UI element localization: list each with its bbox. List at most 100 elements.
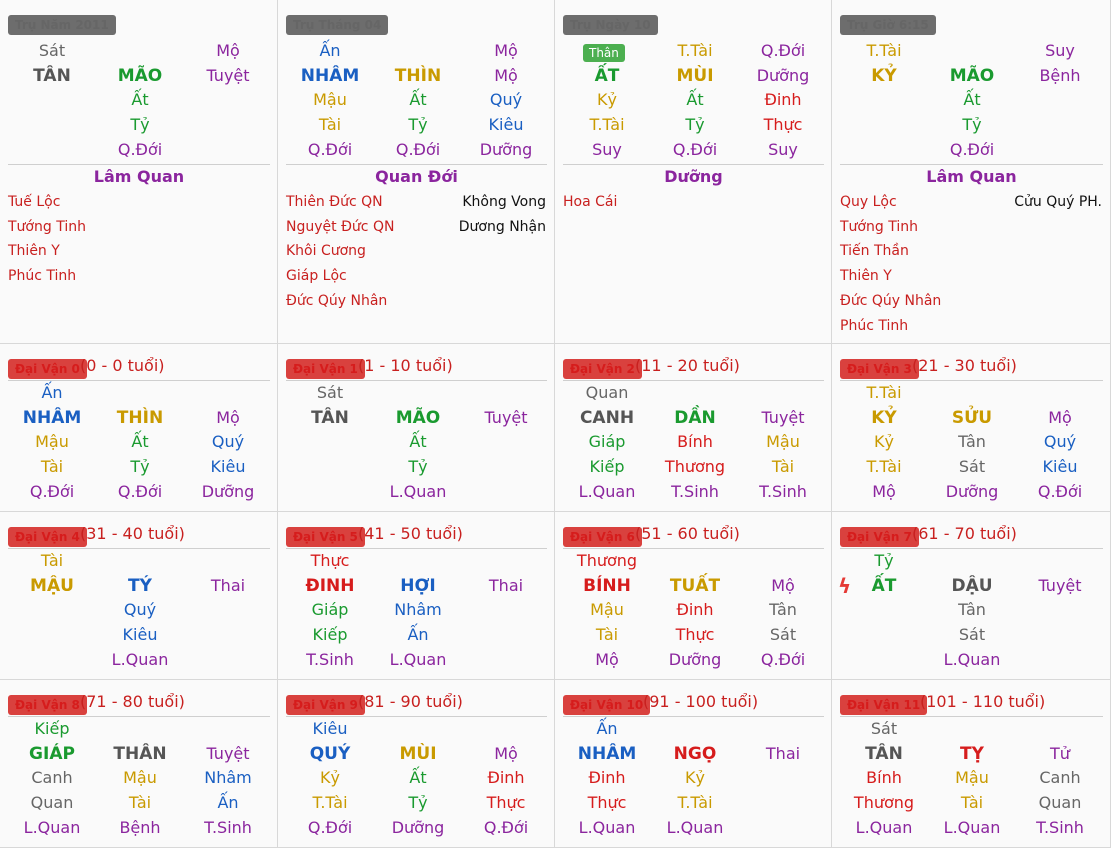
stem-branch-cell: THÌN [394,65,442,86]
luck-age: (31 - 40 tuổi) [80,524,185,543]
stem-branch-cell: Kiêu [210,457,246,477]
stem-branch-cell: L.Quan [578,481,636,501]
stem-branch-cell: Tỷ [408,793,428,813]
stem-branch-cell: Ấn [596,719,618,738]
stem-branch-cell: Bính [677,432,713,452]
stem-branch-cell: Kỷ [685,768,705,788]
stem-branch-cell: Tân [958,600,986,620]
stem-branch-cell: Q.Đới [1037,481,1083,501]
stem-branch-cell: T.Sinh [306,649,354,669]
stem-branch-cell: THÌN [116,407,164,428]
stem-branch-cell: Thực [486,793,526,813]
stem-branch-cell: ĐINH [305,575,355,596]
stem-branch-cell: Sát [38,41,66,60]
stem-branch-cell: Thương [664,457,726,477]
stem-branch-cell: Sát [870,719,898,738]
stem-branch-cell: Q.Đới [117,139,163,159]
stem-branch-cell: Quý [211,432,245,452]
divider [286,164,547,165]
stem-branch-cell: Ấn [41,383,63,402]
luck-age: (81 - 90 tuổi) [358,692,463,711]
luck-cell: Đại Vận 0 (0 - 0 tuổi) Ấn NHÂM THÌN Mộ Mậu Ất Qu… [0,344,278,512]
luck-badge: Đại Vận 3 [840,359,919,379]
stem-branch-cell: Tài [40,551,64,570]
stem-branch-cell: T.Tài [677,41,713,60]
stem-branch-cell: Thai [765,743,801,763]
luck-cell: Đại Vận 5 (41 - 50 tuổi) Thực ĐINH HỢI Thai Gi… [278,512,555,680]
stem-branch-cell: Đinh [764,90,802,110]
luck-age: (41 - 50 tuổi) [358,524,463,543]
stem-branch-cell: Tài [318,115,342,135]
stem-branch-cell: Ất [409,90,427,110]
luck-cell: Đại Vận 8 (71 - 80 tuổi) Kiếp GIÁP THÂN Tuyệt… [0,680,278,848]
divider [8,380,270,381]
stem-branch-cell: NHÂM [22,407,82,428]
luck-badge: Đại Vận 1 [286,359,365,379]
stem-branch-cell: Kiêu [1042,457,1078,477]
pillar-cell: Trụ Ngày 10 Thân T.Tài Q.Đới ẤT MÙI Dưỡng Kỷ Ất Đ… [555,0,832,344]
stem-branch-cell: Ất [131,90,149,110]
stem-branch-cell: Thực [763,115,803,135]
stem-branch-cell: T.Tài [312,793,348,813]
stem-branch-cell: Đinh [588,768,626,788]
stem-branch-cell: Thực [587,793,627,813]
lightning-icon: ϟ [838,574,852,598]
luck-age: (71 - 80 tuổi) [80,692,185,711]
divider [563,380,824,381]
divider [840,548,1103,549]
star-left: Quy Lộc [840,194,897,210]
star-left: Khôi Cương [286,243,366,260]
star-left: Tiến Thần [840,243,909,260]
stem-branch-cell: TÂN [311,407,349,428]
luck-cell: Đại Vận 1 (1 - 10 tuổi) Sát TÂN MÃO Tuyệt Ất Tỷ… [278,344,555,512]
luck-badge: Đại Vận 5 [286,527,365,547]
stem-branch-cell: Quý [123,600,157,620]
stem-branch-cell: Thai [488,575,524,595]
stem-branch-cell: Tử [1050,743,1070,763]
stem-branch-cell: Ấn [217,793,239,813]
stem-branch-cell: Tuyệt [206,743,250,763]
stem-branch-cell: Kiêu [122,625,158,645]
stem-branch-cell: Mộ [494,743,518,763]
stem-branch-cell: Q.Đới [395,139,441,159]
luck-cell: Đại Vận 3 (21 - 30 tuổi) T.Tài KỶ SỬU Mộ Kỷ Tân… [832,344,1111,512]
stem-branch-cell: Kiếp [312,625,348,645]
stem-branch-cell: Ất [963,90,981,110]
stem-branch-cell: L.Quan [943,817,1001,837]
stem-branch-cell: KỶ [871,65,897,86]
stem-branch-cell: L.Quan [23,817,81,837]
stem-branch-cell: T.Tài [677,793,713,813]
stem-branch-cell: L.Quan [666,817,724,837]
pillar-title: Quan Đới [375,167,458,186]
stem-branch-cell: Tỷ [874,551,894,570]
stem-branch-cell: Sát [316,383,344,402]
stem-branch-cell: Q.Đới [672,139,718,159]
stem-branch-cell: Ấn [407,625,429,645]
stem-branch-cell: SỬU [951,407,993,428]
stem-branch-cell: L.Quan [389,649,447,669]
star-left: Hoa Cái [563,194,618,210]
luck-badge: Đại Vận 10 [563,695,651,715]
stem-branch-cell: Nhâm [204,768,252,788]
stem-branch-cell: Suy [592,139,622,159]
stem-branch-cell: L.Quan [578,817,636,837]
luck-badge: Đại Vận 7 [840,527,919,547]
star-left: Thiên Y [840,268,892,285]
stem-branch-cell: MÃO [949,65,995,86]
stem-branch-cell: Mậu [766,432,800,452]
star-left: Thiên Đức QN [286,194,383,210]
pillar-title: Lâm Quan [926,167,1017,186]
stem-branch-cell: Thực [310,551,350,570]
stem-branch-cell: TÝ [128,575,152,596]
stem-branch-cell: Suy [768,139,798,159]
stem-branch-cell: Mậu [590,600,624,620]
stem-branch-cell: Tuyệt [761,407,805,427]
than-tag: Thân [583,44,625,62]
stem-branch-cell: Dưỡng [945,481,999,501]
stem-branch-cell: GIÁP [29,743,75,764]
pillar-title: Dưỡng [664,167,723,186]
star-right: Dương Nhận [458,218,546,235]
luck-cell: Đại Vận 9 (81 - 90 tuổi) Kiêu QUÝ MÙI Mộ Kỷ Ất Đ… [278,680,555,848]
stem-branch-cell: T.Sinh [204,817,252,837]
divider [563,716,824,717]
